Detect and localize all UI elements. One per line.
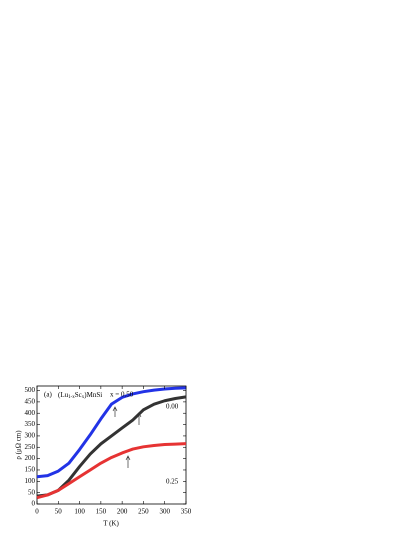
x-axis-label: T (K) — [103, 520, 119, 528]
plot-area — [36, 386, 187, 500]
series-line — [36, 395, 187, 498]
y-tick-label: 150 — [25, 466, 36, 474]
subscript: x — [82, 395, 85, 400]
y-tick-label: 300 — [25, 432, 36, 440]
y-tick-label: 0 — [32, 500, 36, 508]
formula-part: (Lu — [58, 391, 69, 399]
series-label: x = 0.50 — [110, 391, 134, 399]
arrow — [112, 406, 118, 417]
y-tick-label: 350 — [25, 420, 36, 428]
arrow — [125, 455, 131, 468]
series-line — [36, 386, 187, 479]
x-tick-label: 200 — [117, 508, 128, 516]
x-tick-label: 150 — [96, 508, 107, 516]
x-tick-label: 0 — [35, 508, 39, 516]
panel-label: (a) — [44, 391, 52, 399]
formula-part: )MnSi — [84, 391, 102, 399]
arrows — [112, 406, 142, 468]
x-tick-label: 300 — [159, 508, 170, 516]
y-tick-label: 250 — [25, 443, 36, 451]
series-line — [36, 442, 187, 500]
series-label: 0.25 — [166, 478, 179, 486]
arrow — [136, 412, 142, 425]
x-tick-label: 50 — [55, 508, 63, 516]
y-tick-label: 50 — [28, 488, 36, 496]
y-tick-label: 450 — [25, 397, 36, 405]
y-tick-label: 500 — [25, 386, 36, 394]
y-axis-label: ρ (μΩ cm) — [15, 430, 23, 460]
x-tick-label: 100 — [74, 508, 85, 516]
y-tick-label: 100 — [25, 477, 36, 485]
x-tick-label: 250 — [138, 508, 149, 516]
series-label: 0.00 — [166, 403, 179, 411]
x-tick-label: 350 — [181, 508, 192, 516]
formula-part: Sc — [75, 391, 82, 399]
y-tick-label: 400 — [25, 409, 36, 417]
subscript: 1-x — [68, 395, 75, 400]
y-tick-label: 200 — [25, 454, 36, 462]
formula: (Lu1-xScx)MnSi — [58, 391, 102, 401]
